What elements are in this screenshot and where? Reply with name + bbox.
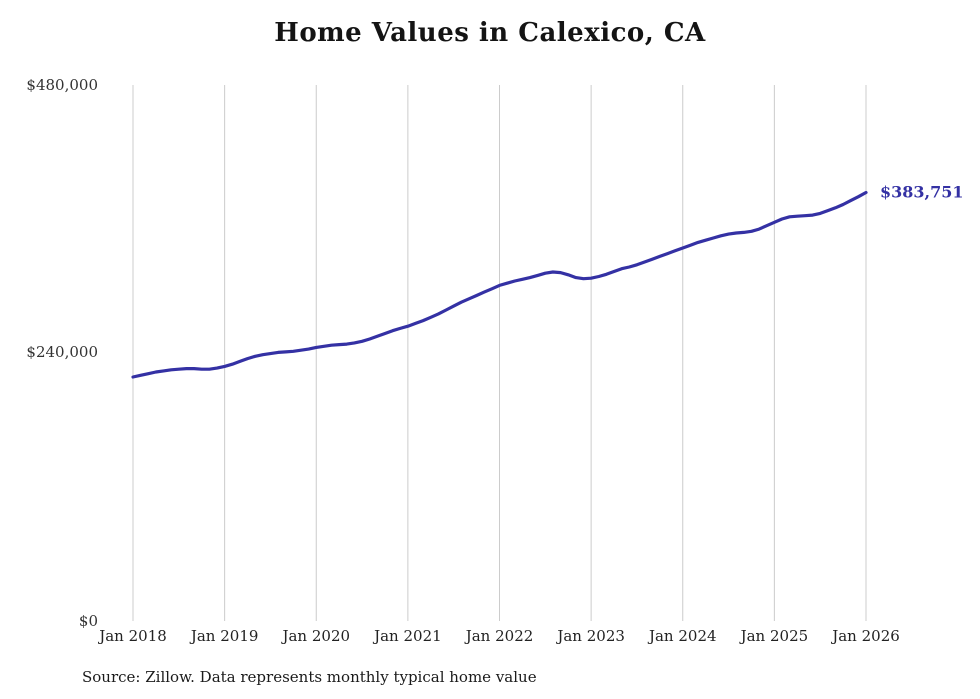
x-axis-tick-label: Jan 2018 [99, 627, 167, 645]
x-axis-tick-label: Jan 2023 [557, 627, 625, 645]
x-axis-tick-label: Jan 2025 [740, 627, 809, 645]
x-axis-tick-label: Jan 2019 [190, 627, 259, 645]
chart-title: Home Values in Calexico, CA [274, 18, 706, 48]
end-value-label: $383,751 [880, 182, 964, 202]
x-axis-tick-label: Jan 2020 [282, 627, 351, 645]
x-axis-tick-label: Jan 2024 [648, 627, 717, 645]
x-axis-tick-label: Jan 2021 [374, 627, 442, 645]
y-axis-tick-label-480000: $480,000 [26, 76, 98, 94]
y-axis-tick-label-0: $0 [78, 612, 98, 630]
y-axis-tick-label-240000: $240,000 [26, 343, 98, 361]
x-axis-tick-label: Jan 2026 [832, 627, 900, 645]
source-note: Source: Zillow. Data represents monthly … [82, 668, 537, 686]
x-axis-tick-label: Jan 2022 [465, 627, 534, 645]
home-value-line-series [131, 190, 868, 379]
